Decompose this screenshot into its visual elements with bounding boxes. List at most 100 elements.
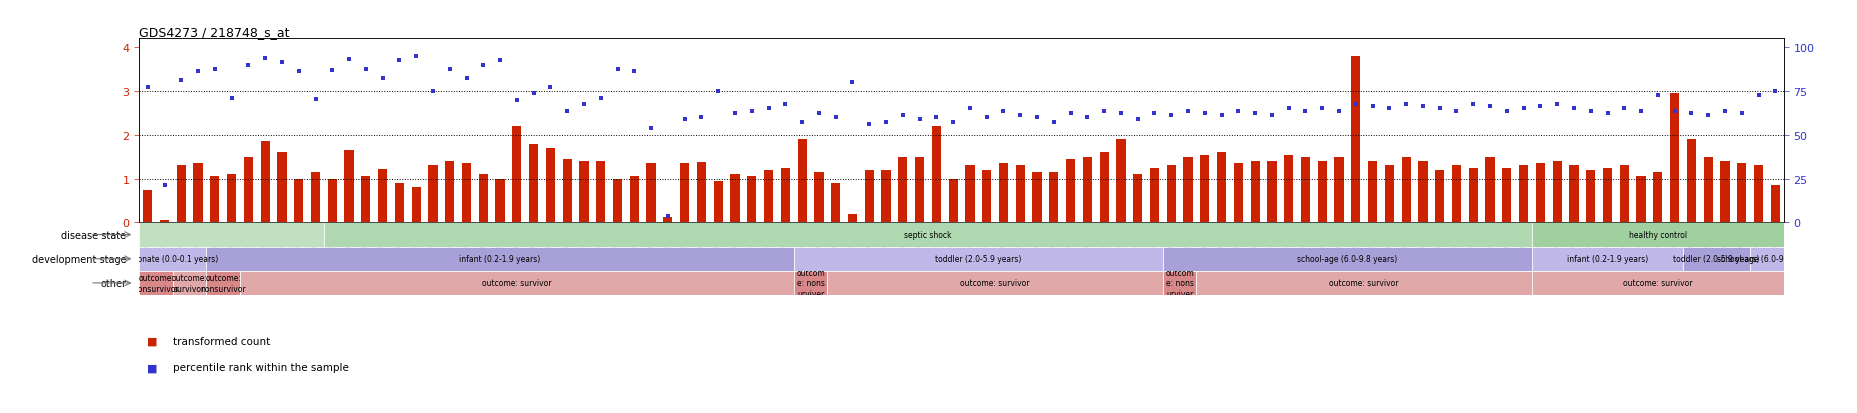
Bar xyxy=(646,164,656,223)
Bar xyxy=(880,171,890,223)
Point xyxy=(418,88,448,95)
Point xyxy=(150,183,180,189)
Bar xyxy=(780,168,789,223)
Point xyxy=(721,110,750,117)
Bar xyxy=(160,221,169,223)
Bar xyxy=(344,151,353,223)
Bar xyxy=(747,177,756,223)
Text: ■: ■ xyxy=(147,336,158,346)
Point xyxy=(687,115,717,121)
Bar xyxy=(713,181,722,223)
Point xyxy=(1474,104,1504,110)
Bar xyxy=(1770,186,1779,223)
Point xyxy=(669,117,698,123)
Point xyxy=(854,121,884,128)
Point xyxy=(1391,102,1421,108)
Bar xyxy=(446,162,455,223)
Bar xyxy=(293,179,303,223)
Text: outcome:
nonsurvivor: outcome: nonsurvivor xyxy=(201,273,245,293)
Point xyxy=(384,58,414,64)
Bar xyxy=(1502,168,1510,223)
Bar xyxy=(1066,159,1075,223)
Point xyxy=(1508,106,1538,112)
Bar xyxy=(394,184,403,223)
Point xyxy=(1725,110,1755,117)
Point xyxy=(971,115,1001,121)
Bar xyxy=(206,247,793,271)
Text: septic shock: septic shock xyxy=(904,230,951,240)
Point xyxy=(1608,106,1638,112)
Text: outcome:
nonsurvivor: outcome: nonsurvivor xyxy=(134,273,178,293)
Bar xyxy=(1603,168,1612,223)
Bar xyxy=(227,175,236,223)
Point xyxy=(1575,108,1604,115)
Bar xyxy=(1619,166,1629,223)
Bar xyxy=(847,214,856,223)
Bar xyxy=(1536,164,1545,223)
Bar xyxy=(1586,171,1595,223)
Point xyxy=(585,95,615,102)
Point xyxy=(1742,93,1772,100)
Bar xyxy=(579,162,589,223)
Bar xyxy=(1116,140,1125,223)
Bar xyxy=(1250,162,1259,223)
Point xyxy=(234,62,264,69)
Bar xyxy=(323,223,1532,247)
Bar xyxy=(462,164,472,223)
Bar xyxy=(1450,166,1460,223)
Text: outcom
e: nons
urviver: outcom e: nons urviver xyxy=(1164,268,1194,298)
Point xyxy=(954,106,984,112)
Bar xyxy=(1133,175,1142,223)
Point xyxy=(871,119,901,126)
Point xyxy=(1240,110,1270,117)
Bar xyxy=(1532,223,1783,247)
Point xyxy=(1759,88,1788,95)
Bar xyxy=(1149,168,1159,223)
Point xyxy=(652,213,682,220)
Point xyxy=(1708,108,1738,115)
Point xyxy=(318,67,347,74)
Point xyxy=(217,95,247,102)
Point xyxy=(1642,93,1671,100)
Point xyxy=(568,102,598,108)
Bar xyxy=(1703,157,1712,223)
Point xyxy=(904,117,934,123)
Text: outcome: survivor: outcome: survivor xyxy=(1623,279,1692,288)
Bar xyxy=(210,177,219,223)
Point xyxy=(535,84,565,91)
Point xyxy=(284,69,314,75)
Bar xyxy=(1216,153,1226,223)
Point xyxy=(485,58,514,64)
Bar xyxy=(999,164,1008,223)
Bar xyxy=(1016,166,1025,223)
Point xyxy=(1224,108,1253,115)
Bar xyxy=(797,140,806,223)
Text: outcom
e: nons
urviver: outcom e: nons urviver xyxy=(795,268,825,298)
Bar xyxy=(173,271,206,295)
Bar xyxy=(830,184,839,223)
Bar xyxy=(327,179,336,223)
Point xyxy=(1491,108,1521,115)
Point xyxy=(368,75,397,82)
Bar xyxy=(1532,271,1783,295)
Bar xyxy=(429,166,438,223)
Bar xyxy=(1569,166,1578,223)
Bar xyxy=(914,157,923,223)
Bar xyxy=(563,159,572,223)
Text: outcome:
survivor: outcome: survivor xyxy=(171,273,208,293)
Point xyxy=(635,126,665,132)
Bar xyxy=(1083,157,1092,223)
Bar xyxy=(1049,173,1058,223)
Point xyxy=(1122,117,1151,123)
Text: neonate (0.0-0.1 years): neonate (0.0-0.1 years) xyxy=(128,255,217,263)
Point xyxy=(1155,112,1185,119)
Bar xyxy=(930,127,940,223)
Point xyxy=(334,57,364,64)
Bar xyxy=(1350,57,1359,223)
Point xyxy=(988,108,1018,115)
Point xyxy=(602,66,631,73)
Bar xyxy=(1720,162,1729,223)
Bar xyxy=(793,247,1162,271)
Point xyxy=(787,119,817,126)
Bar xyxy=(1162,247,1532,271)
